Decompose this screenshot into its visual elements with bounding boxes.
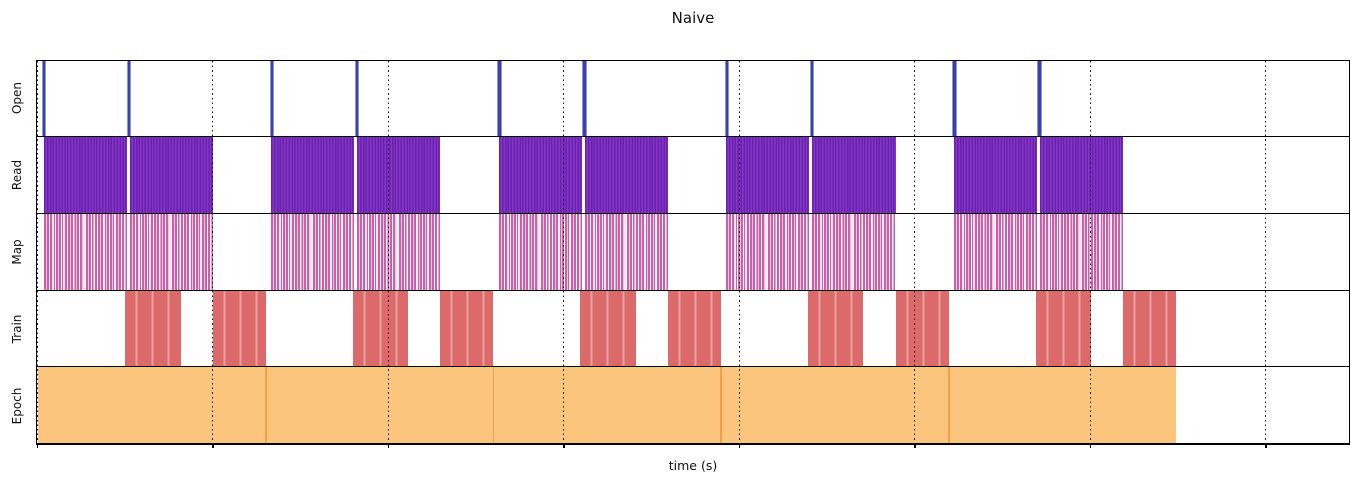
open-event-line: [1037, 60, 1042, 137]
train-block: [808, 290, 864, 367]
map-block: [498, 214, 582, 290]
epoch-boundary-line: [720, 367, 722, 443]
train-block: [580, 290, 636, 367]
track-label-read: Read: [10, 160, 24, 191]
x-axis-tick: [36, 443, 39, 449]
read-block: [271, 137, 355, 213]
x-axis-tick: [1265, 443, 1267, 449]
open-event-line: [497, 60, 502, 137]
x-axis-label: time (s): [668, 458, 718, 473]
track-row-train: [36, 290, 1350, 368]
gridline: [1265, 60, 1267, 444]
read-block: [1039, 137, 1124, 213]
x-axis-tick: [914, 443, 916, 449]
gridline: [212, 60, 214, 444]
map-block: [584, 214, 669, 290]
map-block: [129, 214, 213, 290]
map-block: [726, 214, 810, 290]
read-block: [812, 137, 896, 213]
train-block: [440, 290, 494, 367]
x-axis-tick: [1089, 443, 1092, 449]
epoch-block: [948, 367, 1177, 443]
train-block: [352, 290, 409, 367]
track-label-open: Open: [10, 82, 24, 115]
x-axis-tick: [738, 443, 741, 449]
gridline: [738, 60, 740, 444]
map-block: [812, 214, 896, 290]
gridline: [1089, 60, 1091, 444]
read-block: [726, 137, 810, 213]
gridline: [914, 60, 916, 444]
read-block: [584, 137, 669, 213]
track-row-read: [36, 137, 1350, 214]
train-block: [1035, 290, 1091, 367]
read-block: [129, 137, 213, 213]
map-block: [271, 214, 355, 290]
open-event-line: [269, 60, 274, 137]
epoch-boundary-line: [947, 367, 950, 443]
epoch-boundary-line: [492, 367, 495, 443]
epoch-block: [38, 367, 266, 443]
epoch-boundary-line: [264, 367, 267, 443]
open-event-line: [42, 60, 47, 137]
gridline: [563, 60, 565, 444]
x-axis-tick: [387, 443, 390, 449]
read-block: [498, 137, 582, 213]
read-block: [357, 137, 441, 213]
epoch-block: [493, 367, 722, 443]
epoch-block: [721, 367, 949, 443]
epoch-block: [265, 367, 494, 443]
x-axis-tick: [212, 443, 214, 449]
train-block: [1123, 290, 1177, 367]
track-row-map: [36, 214, 1350, 291]
track-label-epoch: Epoch: [10, 388, 24, 425]
open-event-line: [809, 60, 815, 137]
map-block: [1039, 214, 1124, 290]
open-event-line: [127, 60, 132, 137]
read-block: [953, 137, 1037, 213]
map-block: [43, 214, 127, 290]
train-block: [125, 290, 181, 367]
plot-area: [35, 59, 1351, 449]
map-block: [953, 214, 1037, 290]
open-event-line: [582, 60, 587, 137]
train-block: [212, 290, 266, 367]
gridline: [387, 60, 389, 444]
track-row-open: [36, 60, 1350, 138]
track-row-epoch: [36, 367, 1350, 444]
train-block: [668, 290, 722, 367]
gridline: [36, 60, 38, 444]
x-axis-tick: [563, 443, 565, 449]
map-block: [357, 214, 441, 290]
read-block: [43, 137, 127, 213]
open-event-line: [354, 60, 359, 137]
track-label-train: Train: [10, 315, 24, 344]
track-label-map: Map: [10, 239, 24, 266]
chart-title: Naive: [671, 9, 715, 27]
train-block: [895, 290, 949, 367]
open-event-line: [724, 60, 730, 137]
open-event-line: [952, 60, 957, 137]
